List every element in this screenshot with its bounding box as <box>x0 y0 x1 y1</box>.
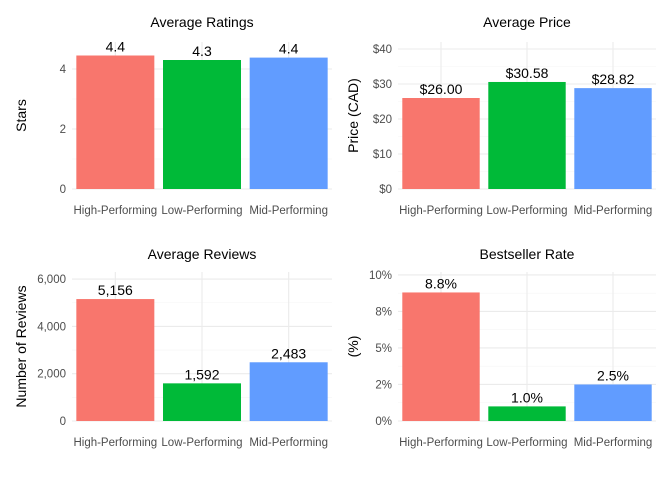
y-axis-label-reviews: Number of Reviews <box>13 285 29 407</box>
x-tick-label: Low-Performing <box>161 205 242 217</box>
data-label-price-mid: $28.82 <box>592 71 635 87</box>
data-label-price-high: $26.00 <box>420 81 463 97</box>
y-tick-label: 10% <box>369 270 392 282</box>
panel-average-price: $0 $10 $20 $30 $40 $26.00 High-Performing $30.5… <box>345 14 656 217</box>
bar-ratings-low <box>163 60 241 189</box>
y-tick-label: 0% <box>375 416 392 428</box>
data-label-bestseller-mid: 2.5% <box>597 367 629 383</box>
y-tick-label: 4,000 <box>37 321 66 333</box>
chart-title-price: Average Price <box>483 14 571 30</box>
y-tick-label: $30 <box>373 79 392 91</box>
y-tick-label: 0 <box>60 184 66 196</box>
data-label-bestseller-high: 8.8% <box>425 275 457 291</box>
bar-bestseller-low <box>488 406 566 421</box>
x-tick-label: Mid-Performing <box>249 205 328 217</box>
x-tick-label: High-Performing <box>399 437 483 449</box>
y-tick-label: 6,000 <box>37 274 66 286</box>
data-label-reviews-high: 5,156 <box>98 282 133 298</box>
data-label-price-low: $30.58 <box>506 65 549 81</box>
chart-title-reviews: Average Reviews <box>148 246 257 262</box>
x-tick-label: High-Performing <box>73 437 157 449</box>
bar-bestseller-high <box>402 292 480 421</box>
bar-reviews-low <box>163 383 241 421</box>
y-tick-label: $20 <box>373 114 392 126</box>
x-tick-label: Mid-Performing <box>574 205 653 217</box>
y-axis-label-price: Price (CAD) <box>345 78 361 153</box>
y-tick-label: 4 <box>60 64 67 76</box>
y-tick-label: $40 <box>373 44 392 56</box>
bar-price-low <box>488 81 566 189</box>
chart-title-ratings: Average Ratings <box>150 14 253 30</box>
chart-title-bestseller: Bestseller Rate <box>480 246 575 262</box>
x-tick-label: Low-Performing <box>486 205 567 217</box>
y-tick-label: $0 <box>379 184 392 196</box>
y-tick-label: 2% <box>375 379 392 391</box>
x-tick-label: Mid-Performing <box>249 437 328 449</box>
bar-ratings-high <box>76 55 155 189</box>
data-label-ratings-mid: 4.4 <box>279 41 299 57</box>
y-tick-label: $10 <box>373 149 392 161</box>
bar-reviews-mid <box>249 362 328 421</box>
data-label-reviews-low: 1,592 <box>184 366 219 382</box>
x-tick-label: Low-Performing <box>486 437 567 449</box>
x-tick-label: High-Performing <box>399 205 483 217</box>
bar-reviews-high <box>76 299 155 421</box>
bar-price-mid <box>574 88 652 189</box>
y-tick-label: 0 <box>60 416 66 428</box>
panel-bestseller-rate: 0% 2% 5% 8% 10% 8.8% High-Performing 1.0% Low-Pe… <box>345 246 656 449</box>
bar-price-high <box>402 98 480 189</box>
y-tick-label: 5% <box>375 343 392 355</box>
bar-ratings-mid <box>249 57 328 189</box>
x-tick-label: Low-Performing <box>161 437 242 449</box>
x-tick-label: Mid-Performing <box>574 437 653 449</box>
y-tick-label: 2,000 <box>37 369 66 381</box>
panel-average-ratings: 0 2 4 4.4 High-Performing 4.3 Low-Performing 4.… <box>13 14 332 217</box>
panel-average-reviews: 0 2,000 4,000 6,000 5,156 High-Performing 1,59… <box>13 246 332 449</box>
y-tick-label: 8% <box>375 306 392 318</box>
data-label-ratings-high: 4.4 <box>106 39 126 55</box>
bar-bestseller-mid <box>574 384 652 421</box>
y-axis-label-bestseller: (%) <box>345 336 361 358</box>
y-tick-label: 2 <box>60 124 66 136</box>
data-label-reviews-mid: 2,483 <box>271 345 306 361</box>
data-label-ratings-low: 4.3 <box>192 43 212 59</box>
data-label-bestseller-low: 1.0% <box>511 389 543 405</box>
x-tick-label: High-Performing <box>73 205 157 217</box>
y-axis-label-ratings: Stars <box>13 99 29 132</box>
